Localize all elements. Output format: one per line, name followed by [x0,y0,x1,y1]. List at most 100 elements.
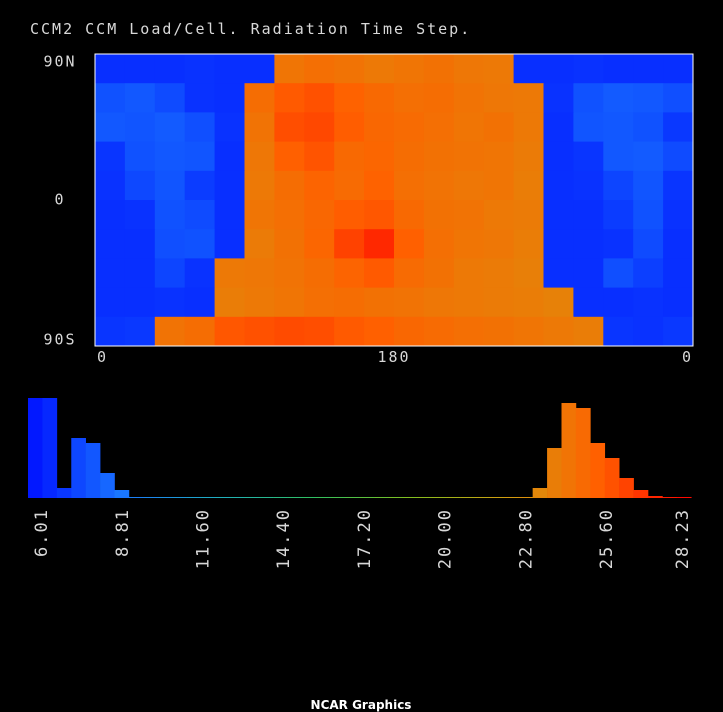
cell [663,200,694,230]
cell [334,141,365,172]
cell [423,54,455,84]
cell [453,112,485,143]
cell [184,170,216,201]
cell [663,141,694,172]
cell [214,54,245,84]
histogram-bar [648,496,663,498]
cell [573,54,604,84]
cell [423,316,455,347]
cell [663,258,694,289]
chart-title: CCM2 CCM Load/Cell. Radiation Time Step. [30,20,471,38]
cell [483,112,515,143]
cell [633,287,664,318]
cell [364,112,395,143]
cell [364,316,395,347]
histogram-bar [215,497,231,498]
cell [244,83,275,113]
cell [334,258,365,289]
cell [453,54,485,84]
cell [633,200,664,230]
histogram-bar [28,398,43,498]
cell [603,229,634,259]
cell [95,54,126,84]
cell [453,83,485,113]
cell [304,112,335,143]
histogram-bar [330,497,346,498]
histogram-bar [518,497,533,498]
histogram-bar [604,458,620,498]
cell [513,258,544,289]
cell [543,258,574,289]
cell [124,258,156,289]
cell [95,200,126,230]
cell [124,112,156,143]
cell [453,141,485,172]
cell [543,287,574,318]
histogram-bar [388,497,404,498]
cell [334,83,365,113]
cell [394,54,425,84]
cell [274,141,305,172]
cell [95,287,126,318]
cell [573,200,604,230]
cell [334,170,365,201]
cell [304,200,335,230]
cell [603,200,634,230]
cell [513,316,544,347]
cell [154,83,186,113]
cell [124,54,156,84]
cell [543,229,574,259]
x-tick-label: 8.81 [113,508,133,557]
cell [154,54,186,84]
cell [184,54,216,84]
histogram-bar [402,497,418,498]
histogram-bar [575,408,591,498]
histogram-bar [244,497,260,498]
cell [274,287,305,318]
cell [304,258,335,289]
cell [394,112,425,143]
histogram-bar [258,497,274,498]
cell [124,287,156,318]
x-tick-label: 20.00 [436,508,456,569]
histogram-bar [561,403,577,498]
cell [95,83,126,113]
histogram-bar [532,488,548,498]
cell [154,141,186,172]
cell [394,83,425,113]
cell [483,54,515,84]
cell [214,316,245,347]
cell [244,112,275,143]
plot-border [94,53,694,347]
histogram-bar [446,497,461,498]
cell [214,141,245,172]
cell [453,229,485,259]
cell [453,258,485,289]
cell [304,170,335,201]
cell [573,229,604,259]
cell [483,229,515,259]
cell [124,83,156,113]
cell [154,112,186,143]
cell [214,287,245,318]
cell [304,229,335,259]
histogram-bar [374,497,389,498]
cell [364,170,395,201]
cell [573,258,604,289]
cell [543,83,574,113]
cell [244,316,275,347]
histogram-bar [676,497,692,498]
cell [603,258,634,289]
cell [603,316,634,347]
cell [274,258,305,289]
histogram-bar [71,438,86,498]
cell [214,258,245,289]
cell [124,200,156,230]
cell [304,83,335,113]
histogram-bar [287,497,303,498]
cell [633,316,664,347]
histogram-bar [503,497,519,498]
histogram-bar [100,473,115,498]
x-tick-label: 180 [377,348,410,366]
